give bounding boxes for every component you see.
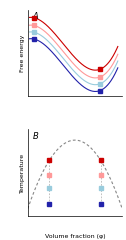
Text: B: B — [33, 132, 38, 141]
Y-axis label: Free energy: Free energy — [20, 34, 25, 72]
Y-axis label: Temperature: Temperature — [20, 153, 25, 193]
Text: Volume fraction (φ): Volume fraction (φ) — [45, 234, 106, 239]
Text: A: A — [33, 12, 38, 21]
